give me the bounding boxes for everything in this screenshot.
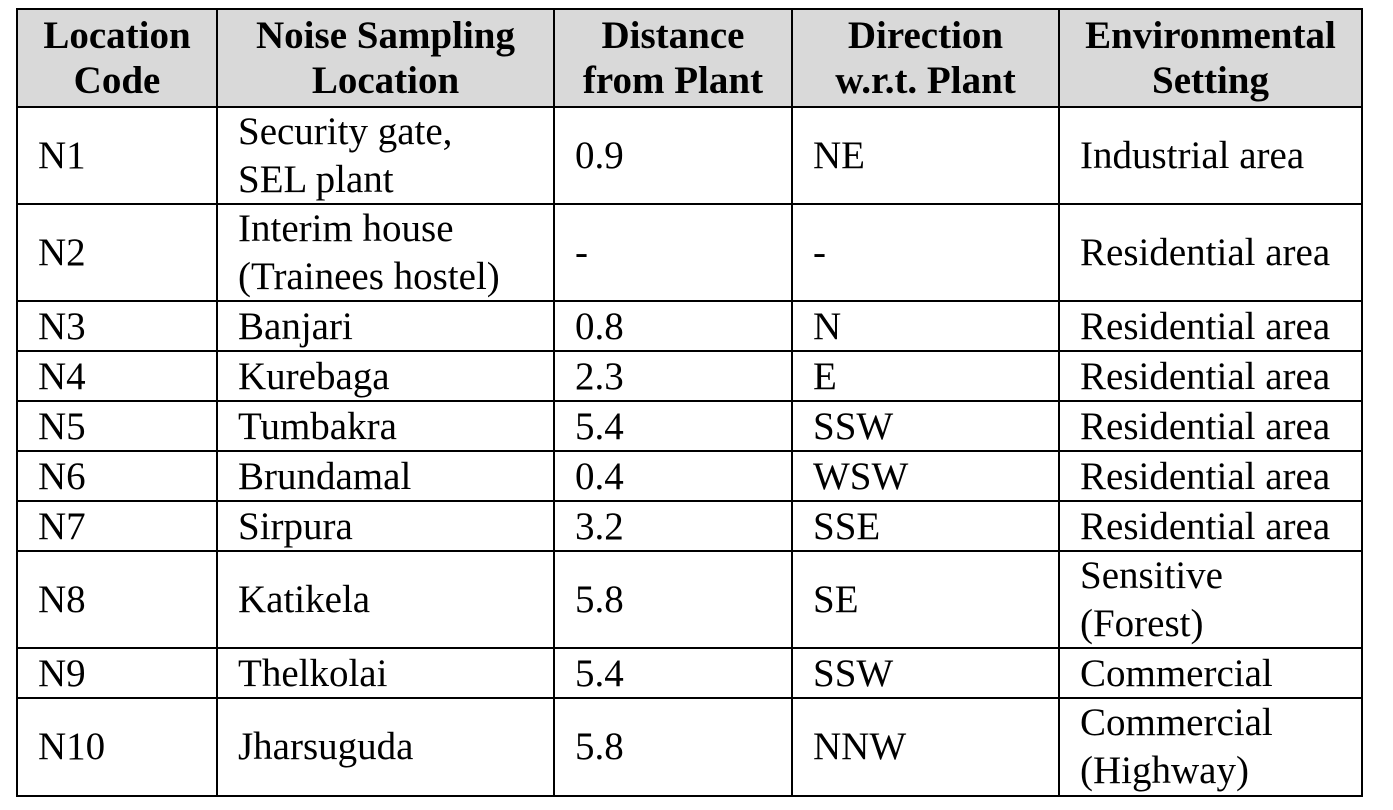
table-row: N2 Interim house (Trainees hostel) - - Reside…: [16, 203, 1363, 303]
table-row: N9 Thelkolai 5.4 SSW Commercial: [16, 647, 1363, 700]
cell-distance: 0.4: [553, 450, 793, 503]
table-row: N1 Security gate, SEL plant 0.9 NE Industrial…: [16, 105, 1363, 206]
cell-environmental-setting: Industrial area: [1058, 105, 1363, 206]
cell-distance: 5.8: [553, 550, 793, 650]
cell-environmental-setting: Commercial: [1058, 647, 1363, 700]
cell-direction: N: [791, 300, 1060, 353]
table-row: N5 Tumbakra 5.4 SSW Residential area: [16, 400, 1363, 453]
cell-sampling-location: Jharsuguda: [216, 697, 555, 797]
cell-location-code: N10: [16, 697, 218, 797]
cell-direction: -: [791, 203, 1060, 303]
cell-direction: SSW: [791, 400, 1060, 453]
cell-direction: SSW: [791, 647, 1060, 700]
cell-direction: WSW: [791, 450, 1060, 503]
cell-distance: 2.3: [553, 350, 793, 403]
header-location-code: Location Code: [16, 8, 218, 108]
table-row: N8 Katikela 5.8 SE Sensitive (Forest): [16, 550, 1363, 650]
cell-location-code: N5: [16, 400, 218, 453]
cell-sampling-location: Kurebaga: [216, 350, 555, 403]
cell-sampling-location: Interim house (Trainees hostel): [216, 203, 555, 303]
cell-distance: 0.8: [553, 300, 793, 353]
table-row: N4 Kurebaga 2.3 E Residential area: [16, 350, 1363, 403]
header-direction-wrt-plant: Direction w.r.t. Plant: [791, 8, 1060, 108]
cell-location-code: N4: [16, 350, 218, 403]
cell-environmental-setting: Residential area: [1058, 500, 1363, 553]
cell-distance: 3.2: [553, 500, 793, 553]
cell-distance: 0.9: [553, 105, 793, 206]
table-row: N6 Brundamal 0.4 WSW Residential area: [16, 450, 1363, 503]
table-row: N7 Sirpura 3.2 SSE Residential area: [16, 500, 1363, 553]
cell-distance: 5.4: [553, 400, 793, 453]
cell-sampling-location: Banjari: [216, 300, 555, 353]
cell-sampling-location: Sirpura: [216, 500, 555, 553]
table-row: N10 Jharsuguda 5.8 NNW Commercial (Highway): [16, 697, 1363, 797]
cell-direction: SSE: [791, 500, 1060, 553]
header-environmental-setting: Environmental Setting: [1058, 8, 1363, 108]
cell-location-code: N9: [16, 647, 218, 700]
cell-location-code: N6: [16, 450, 218, 503]
noise-sampling-table: Location Code Noise Sampling Location Di…: [16, 8, 1363, 797]
cell-environmental-setting: Residential area: [1058, 300, 1363, 353]
cell-direction: NE: [791, 105, 1060, 206]
table-body: N1 Security gate, SEL plant 0.9 NE Industrial…: [16, 105, 1363, 797]
cell-location-code: N2: [16, 203, 218, 303]
cell-environmental-setting: Residential area: [1058, 450, 1363, 503]
cell-sampling-location: Thelkolai: [216, 647, 555, 700]
cell-direction: SE: [791, 550, 1060, 650]
header-row: Location Code Noise Sampling Location Di…: [16, 8, 1363, 108]
cell-environmental-setting: Sensitive (Forest): [1058, 550, 1363, 650]
cell-environmental-setting: Residential area: [1058, 350, 1363, 403]
cell-sampling-location: Katikela: [216, 550, 555, 650]
cell-distance: -: [553, 203, 793, 303]
cell-location-code: N3: [16, 300, 218, 353]
cell-direction: NNW: [791, 697, 1060, 797]
cell-direction: E: [791, 350, 1060, 403]
table-row: N3 Banjari 0.8 N Residential area: [16, 300, 1363, 353]
cell-distance: 5.4: [553, 647, 793, 700]
cell-environmental-setting: Commercial (Highway): [1058, 697, 1363, 797]
cell-location-code: N1: [16, 105, 218, 206]
cell-sampling-location: Tumbakra: [216, 400, 555, 453]
cell-distance: 5.8: [553, 697, 793, 797]
cell-location-code: N8: [16, 550, 218, 650]
cell-environmental-setting: Residential area: [1058, 400, 1363, 453]
cell-sampling-location: Brundamal: [216, 450, 555, 503]
cell-location-code: N7: [16, 500, 218, 553]
cell-environmental-setting: Residential area: [1058, 203, 1363, 303]
header-noise-sampling-location: Noise Sampling Location: [216, 8, 555, 108]
header-distance-from-plant: Distance from Plant: [553, 8, 793, 108]
cell-sampling-location: Security gate, SEL plant: [216, 105, 555, 206]
